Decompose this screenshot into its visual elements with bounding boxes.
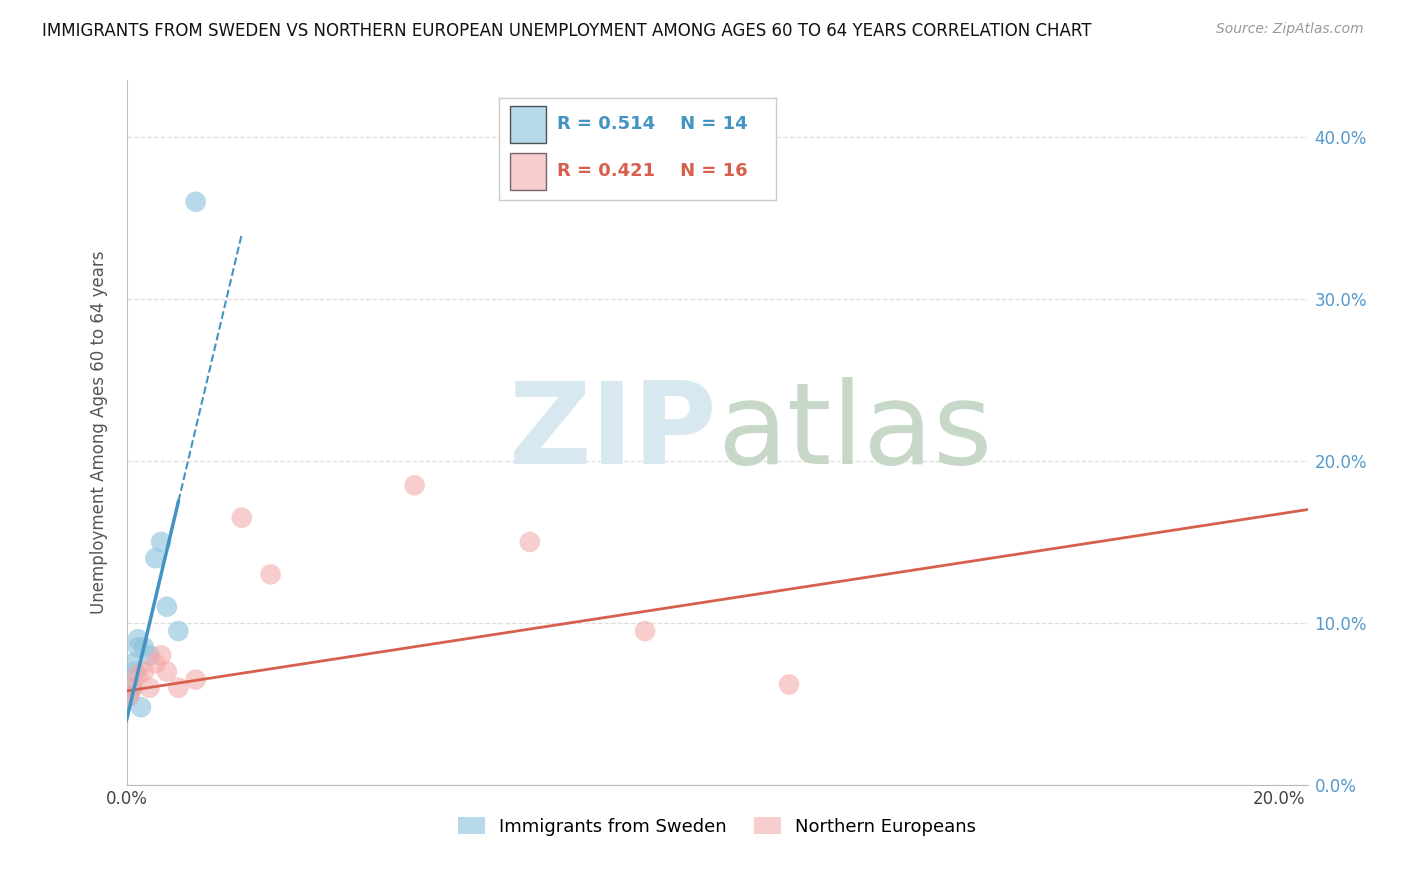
- Point: [404, 478, 426, 492]
- Point: [132, 640, 155, 655]
- Point: [132, 665, 155, 679]
- Point: [167, 681, 190, 695]
- Point: [259, 567, 281, 582]
- Point: [127, 632, 149, 647]
- Point: [129, 700, 152, 714]
- Point: [127, 668, 149, 682]
- Point: [118, 689, 141, 703]
- Point: [124, 665, 146, 679]
- Point: [156, 665, 179, 679]
- Point: [138, 648, 160, 663]
- Text: atlas: atlas: [717, 377, 993, 488]
- Text: Source: ZipAtlas.com: Source: ZipAtlas.com: [1216, 22, 1364, 37]
- Point: [143, 657, 166, 671]
- Point: [150, 535, 173, 549]
- Y-axis label: Unemployment Among Ages 60 to 64 years: Unemployment Among Ages 60 to 64 years: [90, 251, 108, 615]
- Point: [156, 599, 179, 614]
- Point: [118, 689, 141, 703]
- Point: [127, 640, 149, 655]
- Point: [121, 681, 143, 695]
- Point: [121, 681, 143, 695]
- Text: ZIP: ZIP: [509, 377, 717, 488]
- Point: [138, 681, 160, 695]
- Point: [150, 648, 173, 663]
- Point: [231, 510, 253, 524]
- Point: [184, 194, 207, 209]
- Point: [634, 624, 657, 638]
- Point: [778, 677, 800, 691]
- Text: IMMIGRANTS FROM SWEDEN VS NORTHERN EUROPEAN UNEMPLOYMENT AMONG AGES 60 TO 64 YEA: IMMIGRANTS FROM SWEDEN VS NORTHERN EUROP…: [42, 22, 1091, 40]
- Point: [167, 624, 190, 638]
- Point: [121, 657, 143, 671]
- Legend: Immigrants from Sweden, Northern Europeans: Immigrants from Sweden, Northern Europea…: [450, 810, 984, 843]
- Point: [519, 535, 541, 549]
- Point: [143, 551, 166, 566]
- Point: [184, 673, 207, 687]
